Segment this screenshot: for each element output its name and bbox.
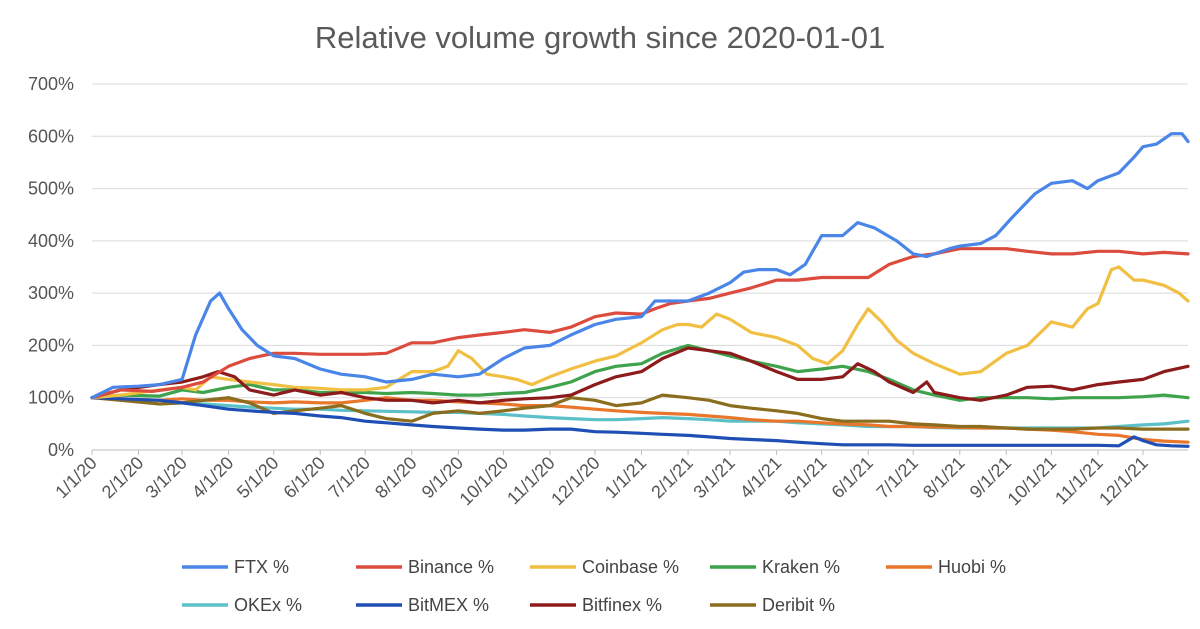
x-tick-label: 8/1/20 xyxy=(371,453,421,503)
legend-label: Kraken % xyxy=(762,557,840,577)
x-tick-label: 1/1/21 xyxy=(601,453,651,503)
legend-label: BitMEX % xyxy=(408,595,489,615)
y-tick-label: 100% xyxy=(28,388,74,408)
x-tick-label: 7/1/20 xyxy=(325,453,375,503)
x-tick-label: 8/1/21 xyxy=(919,453,969,503)
x-tick-label: 5/1/20 xyxy=(233,453,283,503)
x-tick-label: 5/1/21 xyxy=(781,453,831,503)
y-tick-label: 500% xyxy=(28,179,74,199)
x-tick-label: 4/1/20 xyxy=(188,453,238,503)
y-tick-label: 600% xyxy=(28,126,74,146)
x-tick-label: 7/1/21 xyxy=(873,453,923,503)
x-tick-label: 10/1/21 xyxy=(1004,453,1061,510)
legend-label: Coinbase % xyxy=(582,557,679,577)
legend-label: FTX % xyxy=(234,557,289,577)
legend-label: Deribit % xyxy=(762,595,835,615)
x-tick-label: 11/1/21 xyxy=(1051,453,1107,509)
legend-label: Bitfinex % xyxy=(582,595,662,615)
series-line-coinbase xyxy=(90,265,1190,400)
series-line-deribit xyxy=(90,393,1190,431)
chart-title: Relative volume growth since 2020-01-01 xyxy=(315,20,885,55)
x-axis-ticks: 1/1/202/1/203/1/204/1/205/1/206/1/207/1/… xyxy=(51,450,1152,510)
x-tick-label: 3/1/20 xyxy=(141,453,191,503)
x-tick-label: 11/1/20 xyxy=(503,453,559,509)
y-tick-label: 400% xyxy=(28,231,74,251)
x-tick-label: 12/1/20 xyxy=(547,453,604,510)
x-tick-label: 6/1/21 xyxy=(828,453,878,503)
series-line-ftx xyxy=(90,132,1190,400)
legend-label: Binance % xyxy=(408,557,494,577)
y-axis-ticks: 0% 100% 200% 300% 400% 500% 600% 700% xyxy=(28,74,74,460)
series-lines xyxy=(90,132,1190,448)
x-tick-label: 6/1/20 xyxy=(280,453,330,503)
series-line-bitfinex xyxy=(90,346,1190,405)
x-tick-label: 2/1/20 xyxy=(98,453,148,503)
y-tick-label: 200% xyxy=(28,335,74,355)
series-line-binance xyxy=(90,247,1190,400)
legend-label: OKEx % xyxy=(234,595,302,615)
series-line-bitmex xyxy=(90,396,1190,448)
y-tick-label: 700% xyxy=(28,74,74,94)
x-tick-label: 12/1/21 xyxy=(1095,453,1152,510)
legend: FTX % Binance % Coinbase % Kraken % Huobi % O… xyxy=(182,557,1006,615)
x-tick-label: 2/1/21 xyxy=(647,453,697,503)
x-tick-label: 1/1/20 xyxy=(51,453,101,503)
x-tick-label: 4/1/21 xyxy=(736,453,786,503)
x-tick-label: 10/1/20 xyxy=(456,453,513,510)
x-tick-label: 3/1/21 xyxy=(689,453,739,503)
y-tick-label: 0% xyxy=(48,440,74,460)
y-tick-label: 300% xyxy=(28,283,74,303)
gridlines xyxy=(92,83,1188,451)
legend-label: Huobi % xyxy=(938,557,1006,577)
